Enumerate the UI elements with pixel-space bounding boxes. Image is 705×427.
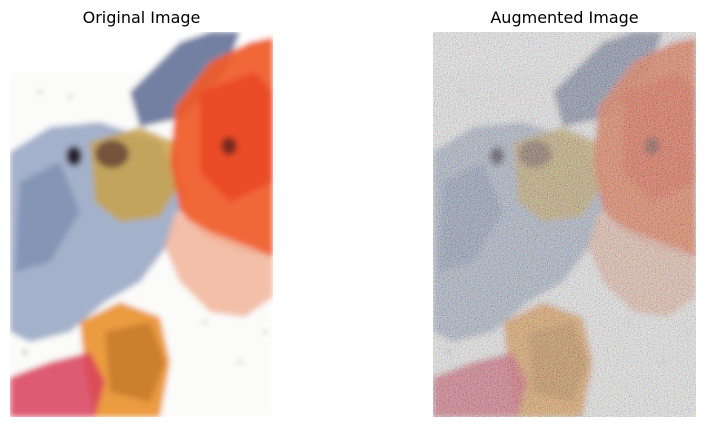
augmented-image-title: Augmented Image xyxy=(490,8,639,27)
augmented-image xyxy=(433,32,696,417)
original-image xyxy=(10,32,273,417)
augmented-image-graphic xyxy=(433,32,696,417)
original-image-graphic xyxy=(10,32,273,417)
original-image-title: Original Image xyxy=(82,8,201,27)
